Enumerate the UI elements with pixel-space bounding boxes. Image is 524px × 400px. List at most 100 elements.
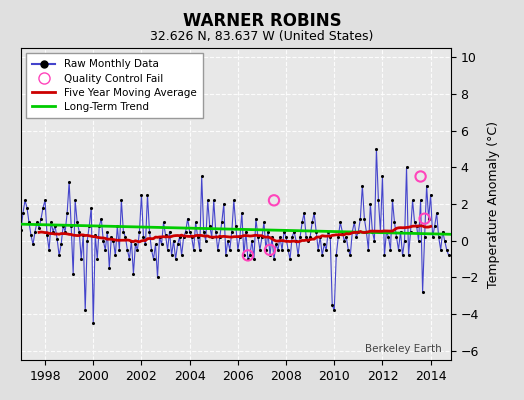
Point [308,219,316,226]
Point [145,228,154,235]
Point [135,228,144,235]
Point [422,182,431,189]
Point [338,228,346,235]
Point [266,252,274,258]
Point [123,247,132,253]
Point [417,197,425,204]
Point [442,247,451,253]
Point [21,197,29,204]
Point [217,219,226,226]
Point [236,234,244,240]
Point [161,232,170,238]
Point [191,219,200,226]
Point [109,238,117,244]
Point [154,274,162,281]
Point [105,265,114,272]
Point [203,197,212,204]
Point [224,238,232,244]
Point [179,234,188,240]
Point [310,210,319,216]
Point [372,146,380,152]
Point [383,228,391,235]
Point [181,228,190,235]
Point [370,238,379,244]
Point [89,320,97,326]
Point [101,247,110,253]
Point [119,228,127,235]
Point [390,219,399,226]
Point [227,228,236,235]
Point [322,247,331,253]
Point [262,247,270,253]
Point [185,228,194,235]
Point [163,247,172,253]
Point [439,228,447,235]
Point [328,302,336,308]
Point [266,247,274,253]
Point [230,197,238,204]
Point [298,219,307,226]
Point [414,238,423,244]
Point [166,228,174,235]
Point [352,234,361,240]
Point [400,238,409,244]
Point [205,223,214,229]
Point [83,238,91,244]
Point [294,252,302,258]
Point [183,216,192,222]
Point [151,241,160,248]
Point [167,252,176,258]
Point [27,232,35,238]
Point [402,164,411,170]
Point [441,238,449,244]
Point [61,228,69,235]
Point [392,234,401,240]
Point [346,252,355,258]
Point [340,238,348,244]
Point [17,226,25,233]
Point [336,219,344,226]
Point [210,197,218,204]
Point [344,247,353,253]
Point [334,234,343,240]
Point [258,234,266,240]
Point [215,234,224,240]
Point [35,225,43,231]
Point [176,234,184,240]
Point [405,252,413,258]
Point [41,197,49,204]
Point [376,228,385,235]
Point [125,256,134,262]
Point [432,210,441,216]
Point [131,241,139,248]
Point [173,241,182,248]
Point [149,256,158,262]
Point [254,234,262,240]
Point [85,223,93,229]
Point [424,216,433,222]
Point [384,234,392,240]
Point [314,247,322,253]
Point [23,204,31,211]
Point [318,252,326,258]
Point [141,241,150,248]
Point [81,307,90,314]
Y-axis label: Temperature Anomaly (°C): Temperature Anomaly (°C) [487,120,500,288]
Point [407,228,415,235]
Point [272,241,280,248]
Point [157,241,166,248]
Point [115,247,124,253]
Point [364,247,373,253]
Point [312,228,320,235]
Point [412,223,421,229]
Point [395,247,403,253]
Point [232,223,240,229]
Point [356,216,365,222]
Point [332,252,341,258]
Point [45,247,53,253]
Point [121,234,129,240]
Point [300,210,308,216]
Point [87,204,95,211]
Point [374,197,383,204]
Point [63,210,71,216]
